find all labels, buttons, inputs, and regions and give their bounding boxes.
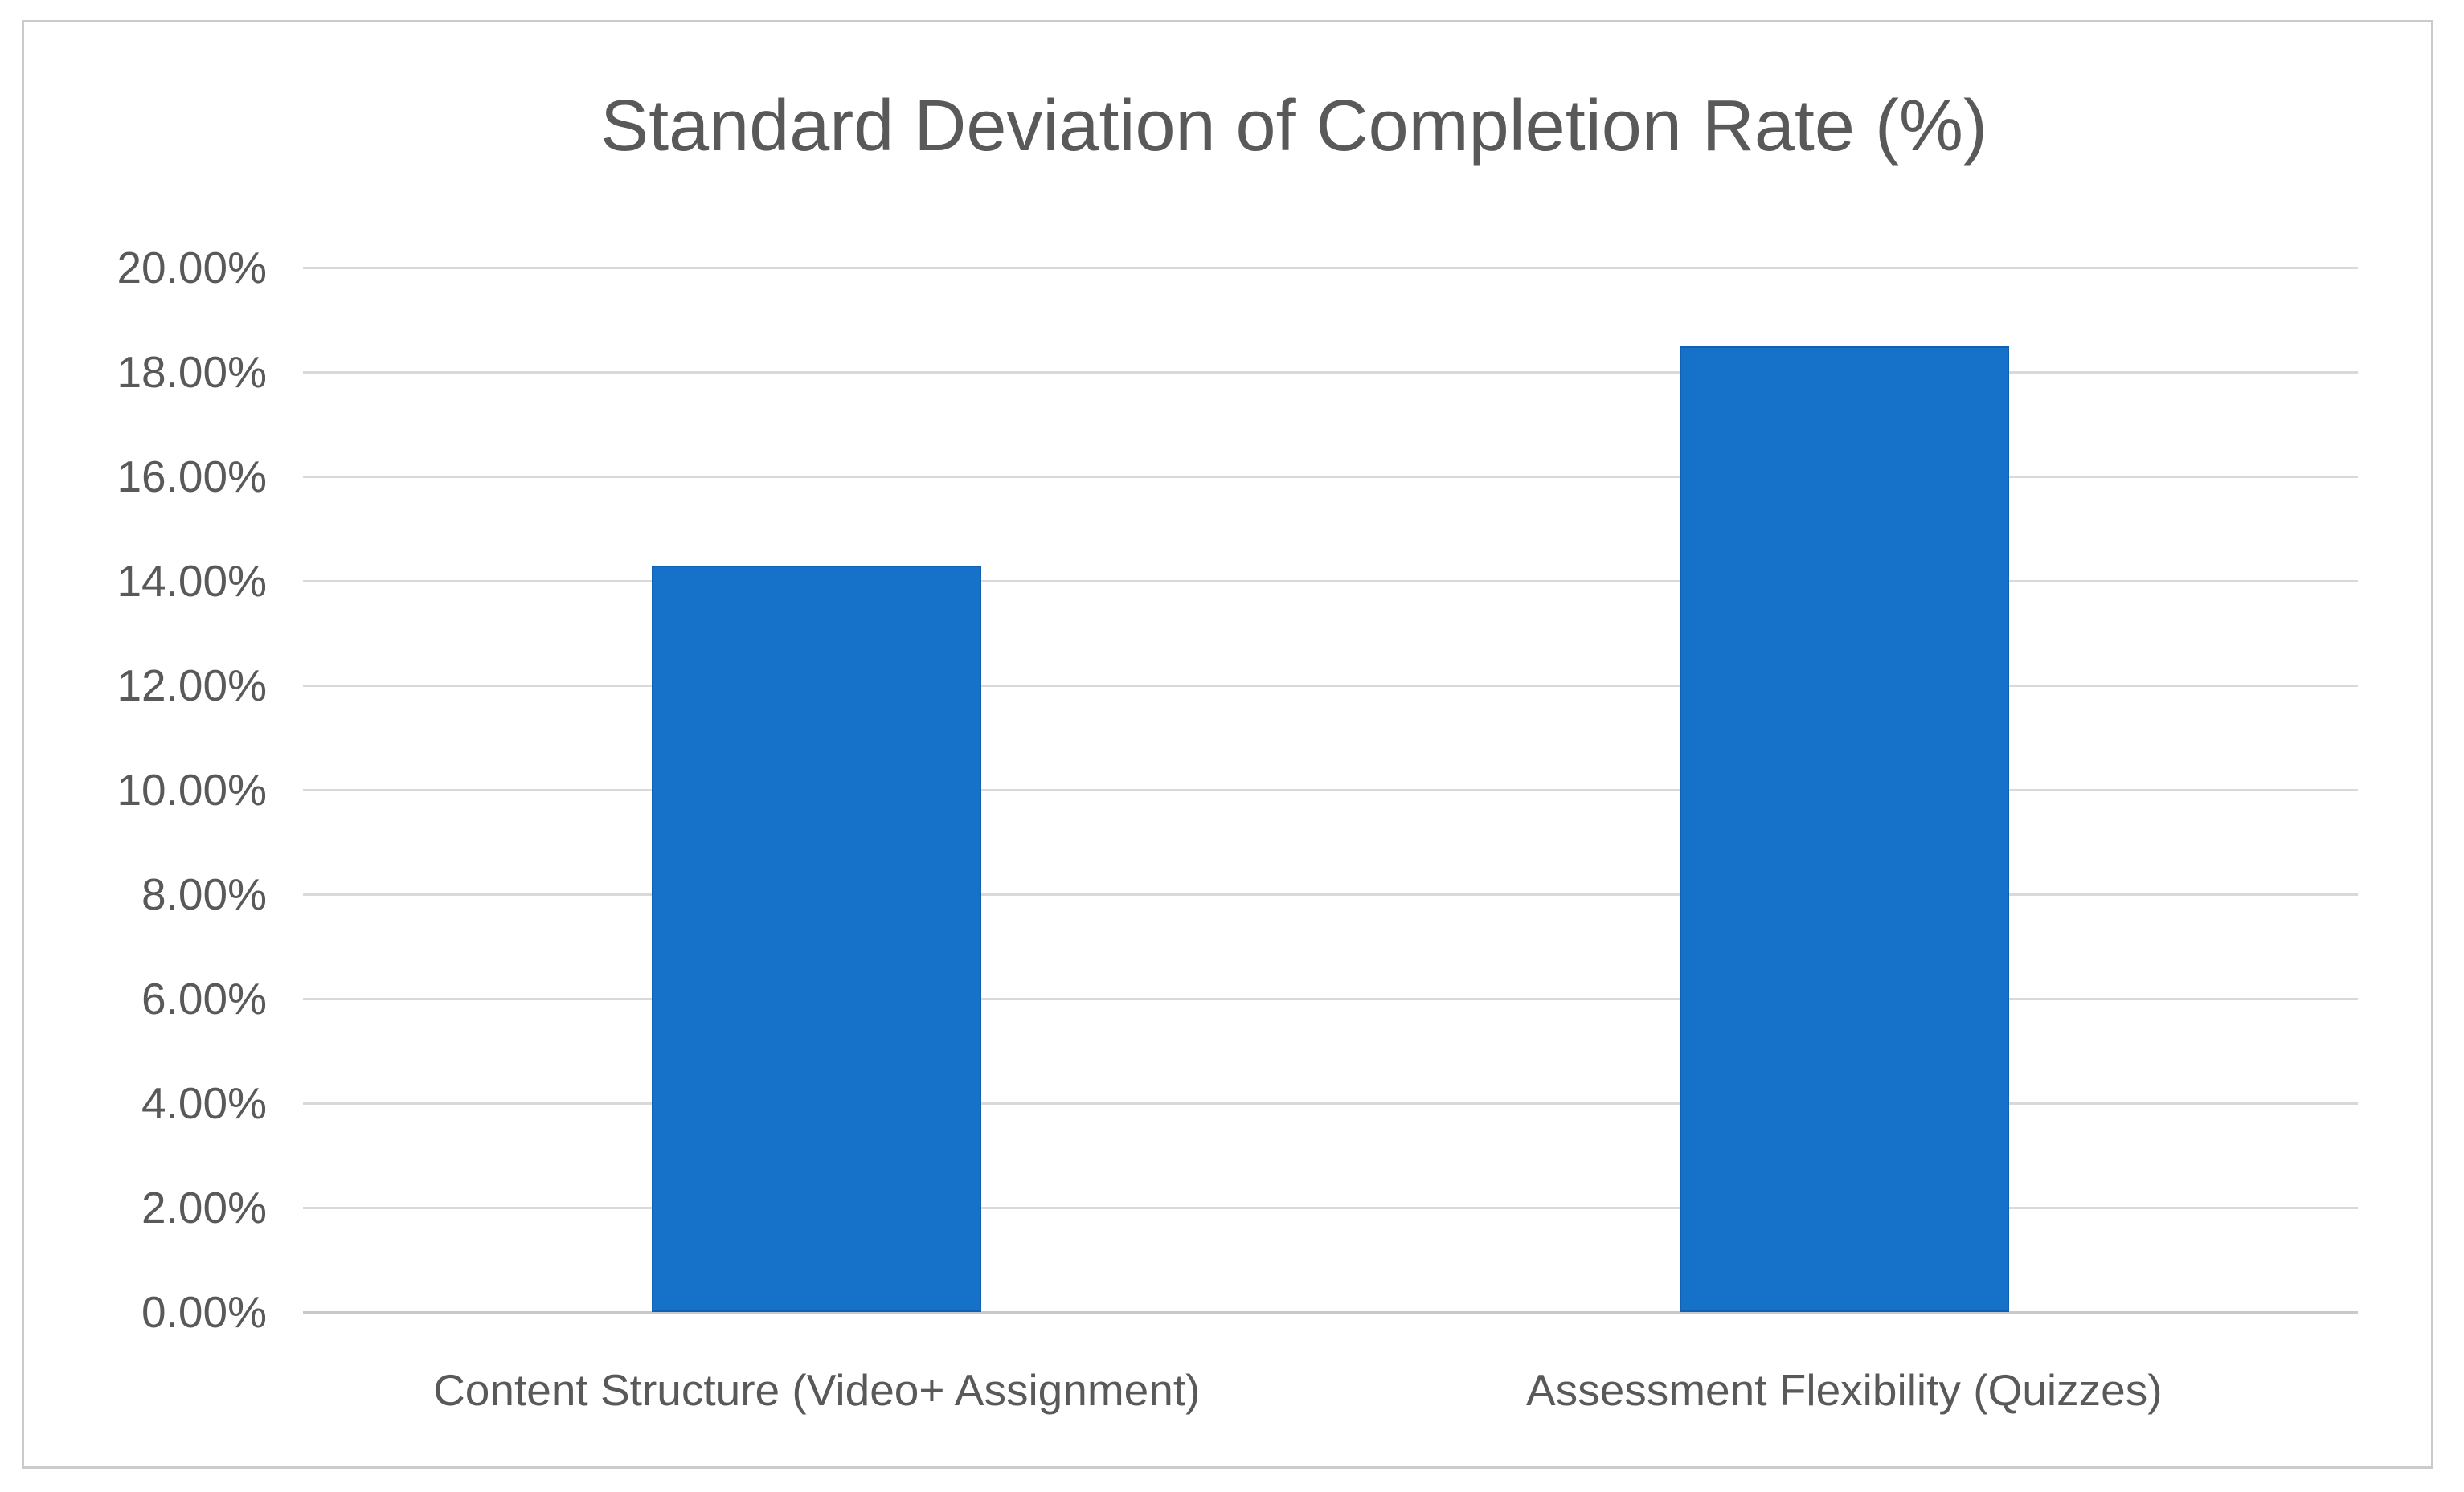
gridline	[303, 893, 2358, 896]
y-tick-label: 8.00%	[141, 869, 267, 919]
gridline	[303, 1206, 2358, 1209]
gridline	[303, 370, 2358, 374]
bar	[652, 565, 982, 1312]
x-category-label: Assessment Flexibility (Quizzes)	[1525, 1365, 2163, 1415]
x-category-label: Content Structure (Video+ Assignment)	[433, 1365, 1201, 1415]
y-tick-label: 2.00%	[141, 1183, 267, 1232]
y-tick-label: 14.00%	[117, 556, 267, 606]
gridline	[303, 475, 2358, 478]
y-tick-label: 18.00%	[117, 347, 267, 397]
gridline	[303, 266, 2358, 269]
y-tick-label: 0.00%	[141, 1287, 267, 1337]
y-tick-label: 4.00%	[141, 1078, 267, 1128]
y-tick-label: 20.00%	[117, 243, 267, 292]
chart-frame	[22, 20, 2433, 1469]
gridline	[303, 788, 2358, 791]
y-tick-label: 16.00%	[117, 452, 267, 501]
gridline	[303, 1102, 2358, 1105]
y-tick-label: 6.00%	[141, 974, 267, 1024]
chart-title: Standard Deviation of Completion Rate (%…	[600, 86, 1987, 166]
gridline	[303, 579, 2358, 582]
y-tick-label: 12.00%	[117, 660, 267, 710]
gridline	[303, 684, 2358, 687]
x-axis-line	[303, 1310, 2358, 1314]
gridline	[303, 997, 2358, 1000]
bar	[1679, 345, 2009, 1312]
y-tick-label: 10.00%	[117, 765, 267, 815]
